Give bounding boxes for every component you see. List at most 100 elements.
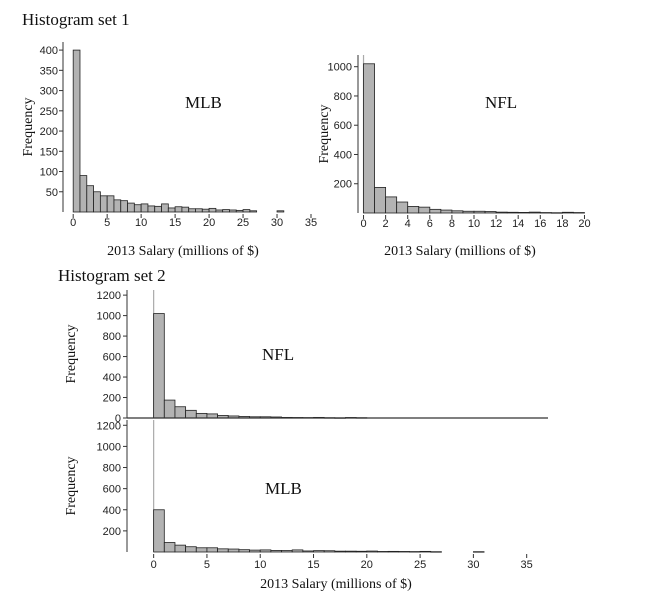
set2-mlb-bar bbox=[281, 550, 293, 553]
set2-nfl-ytick-label: 1200 bbox=[97, 290, 121, 302]
set2-mlb-bar bbox=[185, 546, 197, 553]
set2-mlb-bar bbox=[377, 551, 389, 553]
set2-nfl-y-axis-title: Frequency bbox=[64, 324, 79, 383]
set2-nfl-series-label: NFL bbox=[262, 345, 294, 364]
set1-nfl-ytick-label: 1000 bbox=[328, 62, 352, 74]
set2-mlb-bar bbox=[302, 550, 314, 553]
set1-nfl-bar bbox=[440, 209, 453, 214]
set2-nfl-ytick-label: 400 bbox=[103, 372, 121, 384]
set1-mlb-bar bbox=[79, 175, 88, 213]
set1-nfl-bar bbox=[374, 186, 387, 214]
set2-mlb-bar bbox=[249, 549, 261, 553]
set2-mlb-bar bbox=[398, 551, 410, 553]
set2-nfl-bar bbox=[163, 399, 176, 419]
set2-mlb-bar bbox=[472, 551, 485, 553]
set1-nfl-bar bbox=[528, 211, 541, 214]
set2-mlb-bar bbox=[270, 550, 282, 553]
set1-mlb-bar bbox=[120, 200, 128, 213]
set1-mlb-bar bbox=[188, 208, 196, 213]
set1-mlb-bar bbox=[147, 205, 156, 213]
set1-nfl-bar bbox=[429, 208, 442, 214]
set1-mlb-bar bbox=[181, 206, 190, 213]
set1-nfl-x-axis-title: 2013 Salary (millions of $) bbox=[384, 244, 536, 259]
set2-nfl-ytick-label: 1000 bbox=[97, 311, 121, 323]
set1-nfl-xtick-label: 6 bbox=[427, 218, 433, 230]
set1-nfl-xtick-label: 14 bbox=[512, 218, 524, 230]
set2-title: Histogram set 2 bbox=[58, 266, 166, 285]
set2-mlb-bar bbox=[259, 549, 272, 553]
set1-nfl-bar bbox=[407, 206, 420, 214]
set1-mlb-ytick-label: 400 bbox=[40, 45, 58, 57]
set1-nfl-bar bbox=[473, 210, 486, 214]
set2-nfl-ytick-label: 0 bbox=[115, 413, 121, 425]
set1-nfl-bar bbox=[484, 211, 497, 214]
set1-mlb-bar bbox=[249, 210, 258, 213]
set2-mlb-y-axis-title: Frequency bbox=[64, 456, 79, 515]
set1-nfl-bar bbox=[573, 212, 585, 214]
set1-mlb-xtick-label: 30 bbox=[271, 217, 283, 229]
set1-mlb-ytick-label: 250 bbox=[40, 106, 58, 118]
set2-mlb-bar bbox=[345, 550, 357, 553]
set1-nfl-bar bbox=[506, 211, 519, 214]
set2-mlb-bar bbox=[153, 509, 165, 553]
set2-nfl-ytick-label: 200 bbox=[103, 393, 121, 405]
set2-mlb-bar bbox=[355, 550, 368, 553]
set2-nfl-bar bbox=[195, 412, 208, 419]
set1-nfl-xtick-label: 12 bbox=[490, 218, 502, 230]
set1-mlb-bar bbox=[242, 209, 251, 213]
set2-mlb-bar bbox=[409, 551, 421, 553]
set1-mlb-bar bbox=[174, 206, 183, 213]
set2-mlb-ytick-label: 200 bbox=[103, 526, 121, 538]
set1-mlb-xtick-label: 10 bbox=[135, 217, 147, 229]
set1-nfl-series-label: NFL bbox=[485, 93, 517, 112]
set1-mlb-xtick-label: 20 bbox=[203, 217, 215, 229]
set1-nfl-ytick-label: 800 bbox=[334, 91, 352, 103]
set1-nfl-xtick-label: 0 bbox=[360, 218, 366, 230]
set1-nfl-ytick-label: 400 bbox=[334, 149, 352, 161]
set1-mlb-bar bbox=[106, 195, 115, 213]
set1-nfl-bar bbox=[550, 212, 563, 214]
set1-nfl-xtick-label: 16 bbox=[534, 218, 546, 230]
set1-mlb-bar bbox=[229, 209, 237, 213]
set1-mlb-ytick-label: 50 bbox=[46, 187, 58, 199]
set1-mlb-bar bbox=[113, 199, 122, 213]
set2-mlb-xtick-label: 15 bbox=[307, 559, 319, 571]
set2-nfl-ytick-label: 800 bbox=[103, 331, 121, 343]
set1-mlb-xtick-label: 25 bbox=[237, 217, 249, 229]
set1-nfl-xtick-label: 8 bbox=[449, 218, 455, 230]
set1-mlb-bar bbox=[208, 207, 217, 213]
set1-mlb-ytick-label: 300 bbox=[40, 86, 58, 98]
set2-mlb-bar bbox=[313, 550, 325, 553]
set2-mlb-histogram: 200 400 600 800 1000 1200 0 5 10 15 20 25 30 35 MLB 201… bbox=[64, 420, 533, 592]
set2-mlb-bar bbox=[291, 549, 304, 553]
set1-mlb-xtick-label: 15 bbox=[169, 217, 181, 229]
set1-nfl-bar bbox=[418, 206, 431, 214]
set1-mlb-bar bbox=[140, 203, 149, 213]
set1-mlb-bar bbox=[195, 208, 203, 213]
set2-mlb-xtick-label: 0 bbox=[151, 559, 157, 571]
set1-mlb-histogram: 50 100 150 200 250 300 350 400 0 5 10 15 20 25 30 35 MLB… bbox=[21, 42, 317, 259]
set1-nfl-xtick-label: 2 bbox=[383, 218, 389, 230]
set2-mlb-ytick-label: 1000 bbox=[97, 441, 121, 453]
set1-mlb-bar bbox=[154, 205, 162, 213]
set2-mlb-series-label: MLB bbox=[265, 479, 302, 498]
set1-mlb-ytick-label: 350 bbox=[40, 65, 58, 77]
set1-mlb-ytick-label: 150 bbox=[40, 146, 58, 158]
set1-nfl-bar bbox=[451, 210, 464, 214]
set2-mlb-ytick-label: 600 bbox=[103, 484, 121, 496]
set1-nfl-bar bbox=[396, 201, 409, 214]
set2-mlb-bar bbox=[238, 549, 250, 553]
set1-nfl-xtick-label: 10 bbox=[468, 218, 480, 230]
set2-mlb-xtick-label: 10 bbox=[254, 559, 266, 571]
set2-mlb-ytick-label: 1200 bbox=[97, 420, 121, 432]
set1-title: Histogram set 1 bbox=[22, 10, 130, 29]
set1-nfl-bar bbox=[363, 63, 375, 214]
set1-mlb-bar bbox=[133, 204, 142, 213]
set2-mlb-bar bbox=[387, 550, 400, 553]
set2-nfl-bar bbox=[174, 406, 187, 419]
set2-mlb-bar bbox=[217, 548, 229, 553]
set1-nfl-bar bbox=[495, 211, 508, 214]
set1-mlb-bar bbox=[222, 209, 230, 213]
set1-mlb-ytick-label: 100 bbox=[40, 167, 58, 179]
set2-mlb-bar bbox=[323, 550, 336, 553]
